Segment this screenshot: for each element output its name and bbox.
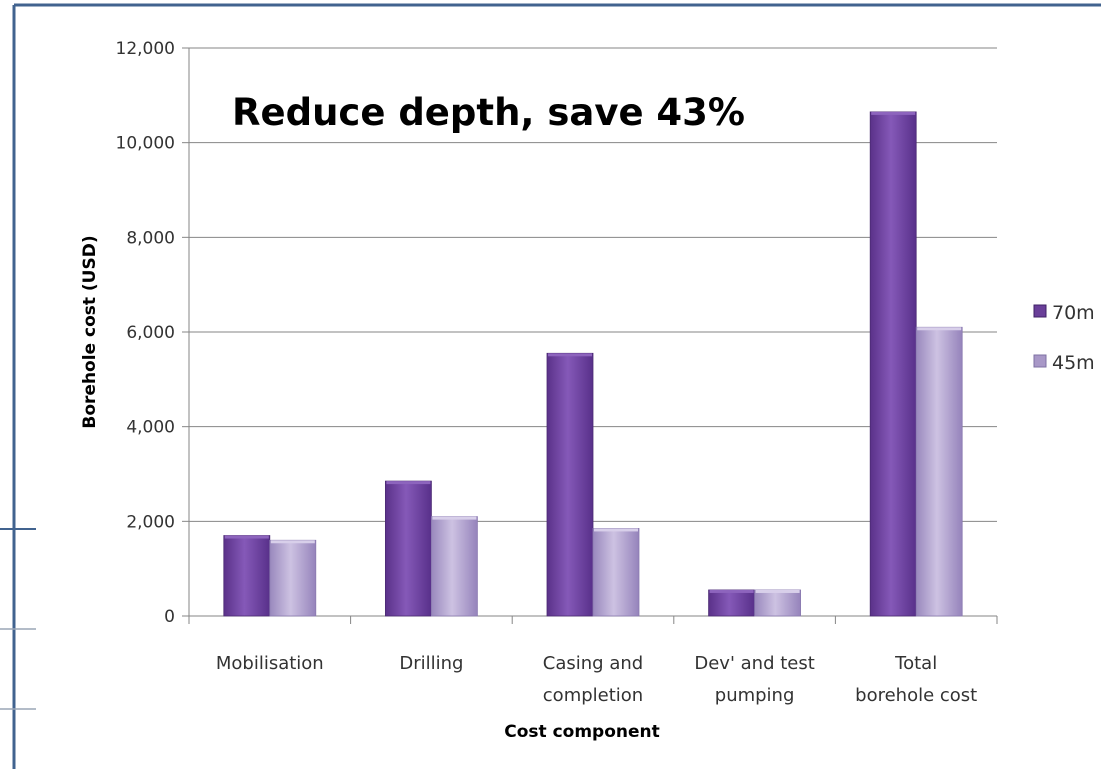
bar-45m-top <box>432 516 477 520</box>
y-tick-label: 8,000 <box>126 228 175 248</box>
bar-45m-top <box>594 528 638 532</box>
bar-45m-top <box>270 540 315 544</box>
x-tick-label: pumping <box>715 685 795 706</box>
x-tick-label: Total <box>894 653 937 674</box>
y-tick-label: 0 <box>164 607 175 627</box>
bar-45m <box>430 516 478 617</box>
bar-70m <box>546 352 594 617</box>
bar-45m <box>754 589 801 617</box>
x-tick-label: Mobilisation <box>216 653 324 674</box>
x-tick-label: borehole cost <box>855 685 977 706</box>
x-tick-label: completion <box>543 685 643 706</box>
y-tick-label: 6,000 <box>126 323 175 343</box>
bar-70m-top <box>871 111 916 115</box>
bar-45m-top <box>917 327 962 331</box>
y-tick-label: 2,000 <box>126 512 175 532</box>
y-tick-label: 4,000 <box>126 418 175 438</box>
bar-70m-top <box>548 353 592 357</box>
bar-70m <box>384 480 432 617</box>
chart-annotation: Reduce depth, save 43% <box>232 91 745 134</box>
x-axis-tick-labels: Mobilisation Drilling Casing and completion… <box>216 653 977 706</box>
x-tick-label: Casing and <box>543 653 643 674</box>
bar-45m <box>592 528 640 617</box>
bars <box>223 111 963 617</box>
bar-70m-top <box>709 589 754 593</box>
legend-label-70m: 70m <box>1052 302 1095 324</box>
x-tick-label: Drilling <box>399 653 463 674</box>
legend-swatch-45m <box>1033 354 1047 368</box>
bar-45m <box>915 326 963 617</box>
y-axis-label: Borehole cost (USD) <box>80 235 100 428</box>
y-tick-label: 12,000 <box>116 39 175 59</box>
bar-45m-top <box>755 589 800 593</box>
x-axis-label: Cost component <box>504 722 660 742</box>
y-tick-label: 10,000 <box>116 134 175 154</box>
x-tick-label: Dev' and test <box>694 653 814 674</box>
bar-45m <box>269 539 317 617</box>
bar-70m <box>869 111 917 617</box>
legend-swatch-70m <box>1033 304 1047 318</box>
legend-label-45m: 45m <box>1052 352 1095 374</box>
bar-70m <box>223 535 271 617</box>
frame <box>0 3 1101 769</box>
bar-70m <box>708 589 755 617</box>
y-axis-ticks: 0 2,000 4,000 6,000 8,000 10,000 12,000 <box>116 39 189 627</box>
bar-70m-top <box>386 481 431 485</box>
legend: 70m 45m <box>1033 302 1095 374</box>
bar-70m-top <box>224 535 269 539</box>
